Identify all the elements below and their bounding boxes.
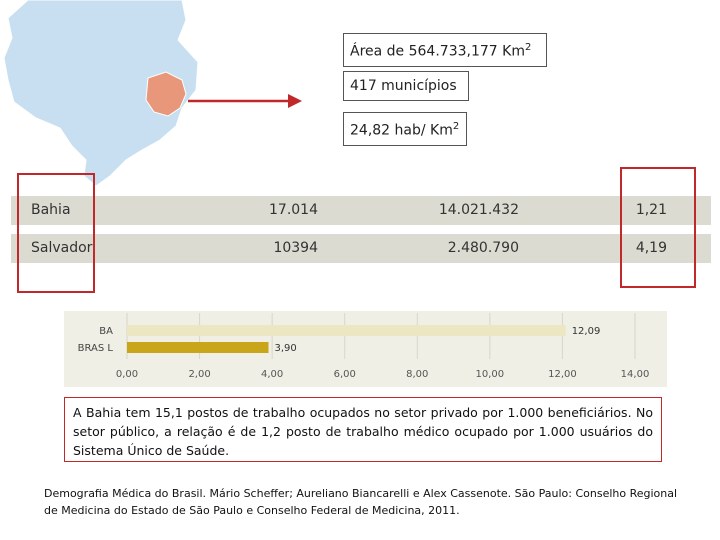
row-name: Salvador [31, 240, 93, 256]
bar [127, 325, 566, 336]
row-value-3: 1,21 [635, 202, 667, 218]
row-value-3: 4,19 [635, 240, 667, 256]
brazil-map [3, 0, 199, 187]
highlight-box-ratio [620, 167, 696, 288]
arrow-icon [188, 94, 302, 108]
density-superscript: 2 [452, 121, 460, 132]
x-tick-label: 2,00 [188, 369, 210, 380]
table-row: Salvador 10394 2.480.790 4,19 [11, 234, 711, 263]
area-superscript: 2 [524, 42, 532, 53]
bar [127, 342, 269, 353]
bar-chart: 0,00 2,00 4,00 6,00 8,00 10,00 12,00 14,00 BA 12,… [64, 311, 667, 387]
x-tick-label: 8,00 [406, 369, 428, 380]
x-tick-label: 4,00 [261, 369, 283, 380]
summary-box: A Bahia tem 15,1 postos de trabalho ocup… [64, 397, 662, 462]
bahia-shape [145, 71, 187, 117]
data-label: 12,09 [572, 326, 601, 337]
category-label: BRAS L [78, 343, 114, 354]
category-label: BA [99, 326, 113, 337]
municipios-box: 417 municípios [343, 71, 469, 101]
density-text: 24,82 hab/ Km [350, 122, 453, 139]
municipios-text: 417 municípios [350, 78, 457, 94]
x-tick-label: 0,00 [116, 369, 138, 380]
bar-chart-svg: 0,00 2,00 4,00 6,00 8,00 10,00 12,00 14,00 BA 12,… [78, 313, 650, 380]
row-value-2: 14.021.432 [438, 202, 519, 218]
highlight-box-names [17, 173, 95, 293]
table-row: Bahia 17.014 14.021.432 1,21 [11, 196, 711, 225]
area-text: Área de 564.733,177 Km [350, 43, 525, 60]
row-value-1: 10394 [273, 240, 318, 256]
area-box: Área de 564.733,177 Km2 [343, 33, 547, 67]
citation: Demografia Médica do Brasil. Mário Schef… [44, 487, 678, 517]
brazil-shape [3, 0, 199, 187]
row-value-1: 17.014 [269, 202, 318, 218]
x-tick-label: 10,00 [476, 369, 505, 380]
x-tick-label: 12,00 [548, 369, 577, 380]
data-label: 3,90 [275, 343, 297, 354]
summary-text: A Bahia tem 15,1 postos de trabalho ocup… [73, 405, 653, 458]
x-tick-label: 6,00 [334, 369, 356, 380]
row-name: Bahia [31, 202, 71, 218]
density-box: 24,82 hab/ Km2 [343, 112, 467, 146]
x-tick-label: 14,00 [621, 369, 650, 380]
row-value-2: 2.480.790 [447, 240, 519, 256]
